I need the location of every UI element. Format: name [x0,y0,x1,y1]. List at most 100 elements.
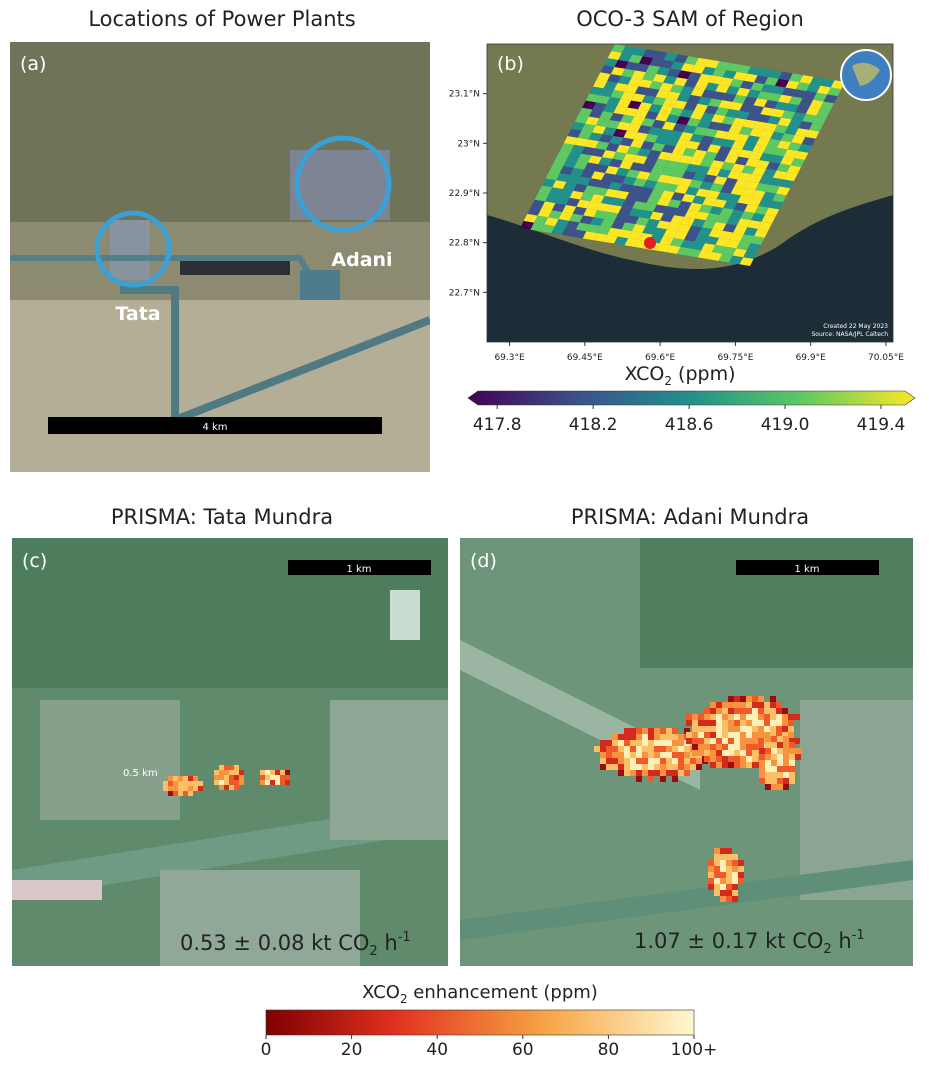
plume-pixel [771,742,777,748]
colorbar-tick-label: 40 [426,1040,448,1060]
plume-pixel [726,896,732,902]
plume-pixel [260,770,265,775]
colorbar-tick-label: 60 [512,1040,534,1060]
plume-pixel [734,714,740,720]
plume-pixel [722,744,728,750]
plume-pixel [280,775,285,780]
plume-pixel [728,756,734,762]
plume-pixel [777,766,783,772]
plume-pixel [234,785,239,790]
plume-pixel [193,786,198,791]
x-tick-label: 69.9°E [796,353,827,363]
plume-pixel [178,791,183,796]
plume-pixel [704,726,710,732]
plume-pixel [732,878,738,884]
plume-pixel [183,776,188,781]
plume-pixel [740,756,746,762]
plume-pixel [648,770,654,776]
plume-pixel [716,714,722,720]
plume-pixel [600,752,606,758]
plume-pixel [692,726,698,732]
plume-pixel [777,778,783,784]
plume-pixel [726,860,732,866]
plume-pixel [789,742,795,748]
plume-pixel [234,770,239,775]
plume-pixel [275,775,280,780]
plume-pixel [710,720,716,726]
plume-pixel [636,770,642,776]
plume-pixel [704,756,710,762]
panel-label: (d) [470,550,497,572]
plume-pixel [716,732,722,738]
plume-pixel [666,770,672,776]
plume-pixel [746,738,752,744]
plume-pixel [782,726,788,732]
plume-pixel [770,726,776,732]
plume-pixel [618,764,624,770]
plume-pixel [710,732,716,738]
plume-pixel [738,878,744,884]
plume-pixel [771,766,777,772]
colorbar-tick-label: 80 [598,1040,620,1060]
plume-pixel [794,714,800,720]
plume-pixel [642,746,648,752]
plume-pixel [789,766,795,772]
plume-pixel [648,728,654,734]
plume-pixel [740,732,746,738]
y-tick-label: 23°N [457,139,480,149]
plume-pixel [624,728,630,734]
plume-pixel [777,742,783,748]
plume-pixel [168,791,173,796]
plume-pixel [734,738,740,744]
colorbar-tick-label: 0 [261,1040,272,1060]
plume-pixel [758,738,764,744]
plume-pixel [732,860,738,866]
plume-pixel [765,742,771,748]
plume-pixel [672,746,678,752]
plume-pixel [214,775,219,780]
plume-pixel [275,780,280,785]
plume-pixel [746,732,752,738]
plume-pixel [728,708,734,714]
plume-pixel [788,714,794,720]
plume-pixel [722,714,728,720]
plume-pixel [188,791,193,796]
plume-pixel [229,775,234,780]
plume-pixel [642,758,648,764]
plume-pixel [630,770,636,776]
plume-pixel [654,764,660,770]
scale-bar-label: 1 km [346,564,371,575]
plume-pixel [765,778,771,784]
plume-pixel [722,732,728,738]
plume-pixel [716,738,722,744]
plume-pixel [720,860,726,866]
plume-pixel [740,726,746,732]
plume-pixel [728,732,734,738]
plume-pixel [783,748,789,754]
plume-pixel [704,732,710,738]
plume-pixel [758,714,764,720]
plume-pixel [698,744,704,750]
plume-pixel [275,770,280,775]
plume-pixel [698,720,704,726]
plume-pixel [660,752,666,758]
plume-pixel [734,732,740,738]
plume-pixel [686,720,692,726]
plume-pixel [789,772,795,778]
plume-pixel [692,732,698,738]
plume-pixel [714,890,720,896]
plume-pixel [765,766,771,772]
plume-pixel [752,720,758,726]
plume-pixel [776,714,782,720]
plume-pixel [280,770,285,775]
plume-pixel [708,860,714,866]
plume-pixel [285,780,290,785]
plume-pixel [666,746,672,752]
credit: Created 22 May 2023 [823,323,888,330]
plume-pixel [618,734,624,740]
body: Locations of Power Plants (a) Tata Adani… [0,0,929,1061]
plume-pixel [728,738,734,744]
plume-pixel [726,878,732,884]
plume-pixel [234,775,239,780]
plume-pixel [759,766,765,772]
